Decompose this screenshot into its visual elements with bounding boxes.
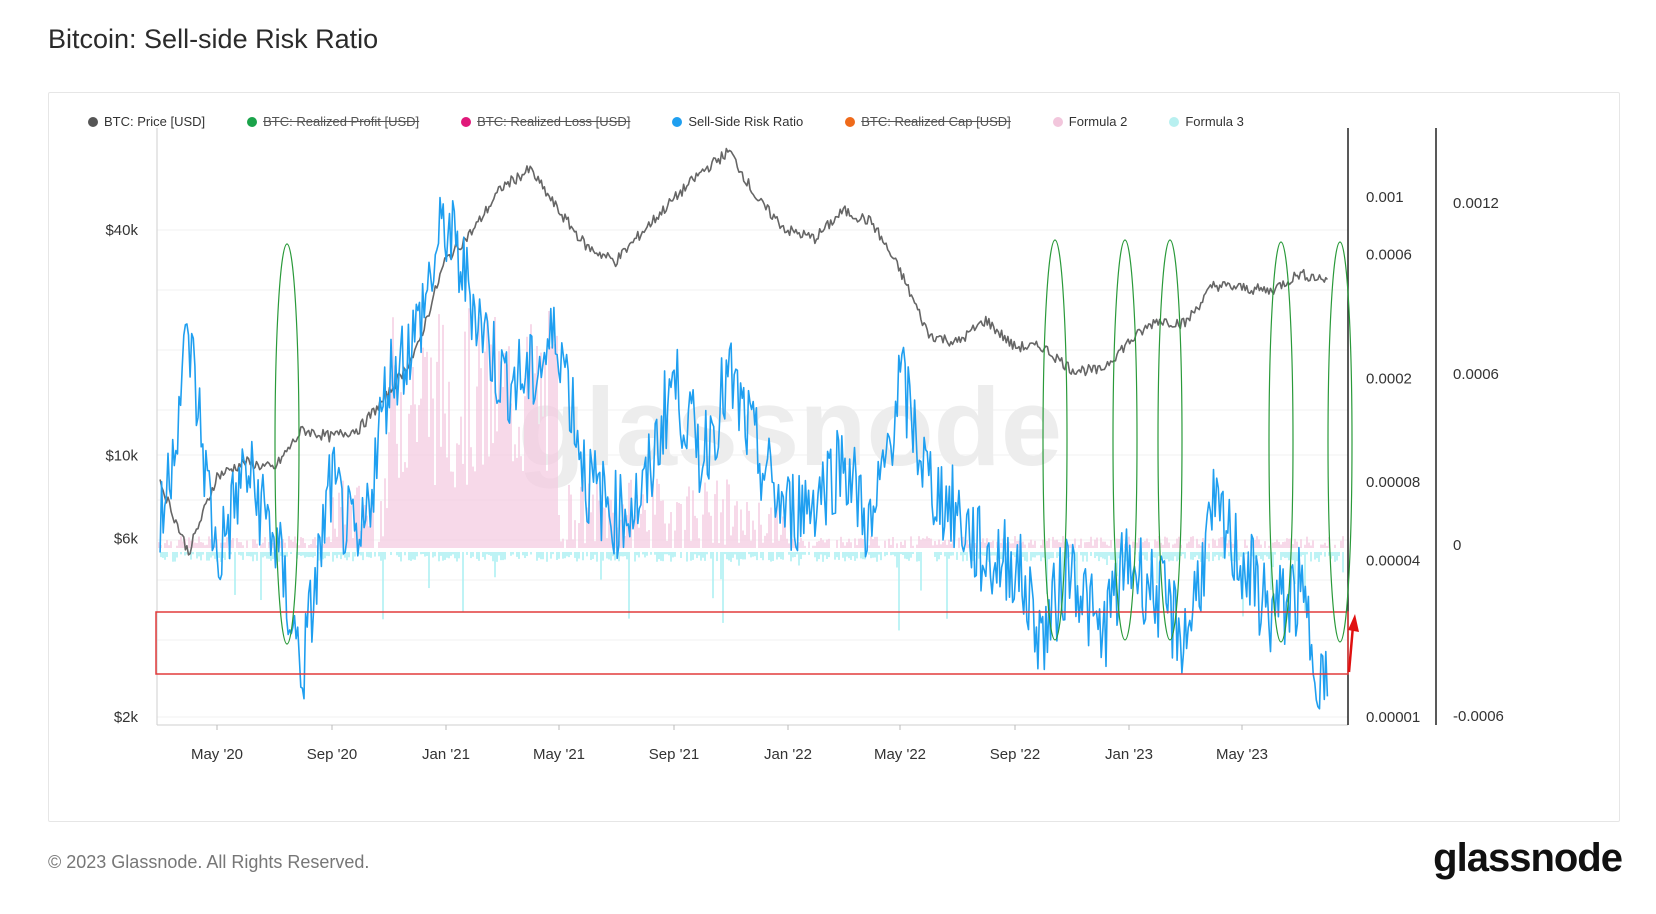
legend-dot-icon: [672, 116, 683, 127]
chart-title: Bitcoin: Sell-side Risk Ratio: [48, 24, 379, 54]
legend-dot-icon: [461, 116, 472, 127]
legend-dot-icon: [88, 116, 98, 127]
legend-item-3[interactable]: Sell-Side Risk Ratio: [672, 114, 803, 129]
legend-label: BTC: Price [USD]: [104, 114, 206, 129]
legend-label: Formula 3: [1185, 114, 1244, 129]
chart-panel: [48, 92, 1620, 822]
legend-label: Formula 2: [1068, 114, 1128, 129]
legend-item-0[interactable]: BTC: Price [USD]: [88, 114, 205, 129]
legend-label: BTC: Realized Profit [USD]: [263, 114, 420, 129]
glassnode-logo: glassnode: [1433, 836, 1623, 880]
legend-dot-icon: [845, 116, 856, 127]
legend-item-2[interactable]: BTC: Realized Loss [USD]: [461, 114, 630, 129]
legend-dot-icon: [1052, 116, 1063, 127]
legend-label: Sell-Side Risk Ratio: [688, 114, 804, 129]
legend-item-6[interactable]: Formula 3: [1169, 114, 1244, 129]
legend-label: BTC: Realized Loss [USD]: [477, 114, 631, 129]
legend-item-1[interactable]: BTC: Realized Profit [USD]: [247, 114, 419, 129]
legend-dot-icon: [247, 116, 258, 127]
legend-dot-icon: [1169, 116, 1180, 127]
legend-item-4[interactable]: BTC: Realized Cap [USD]: [845, 114, 1011, 129]
copyright-footer: © 2023 Glassnode. All Rights Reserved.: [48, 852, 370, 872]
legend-item-5[interactable]: Formula 2: [1052, 114, 1128, 129]
chart-legend: BTC: Price [USD] BTC: Realized Profit [US…: [88, 114, 1286, 129]
legend-label: BTC: Realized Cap [USD]: [861, 114, 1011, 129]
